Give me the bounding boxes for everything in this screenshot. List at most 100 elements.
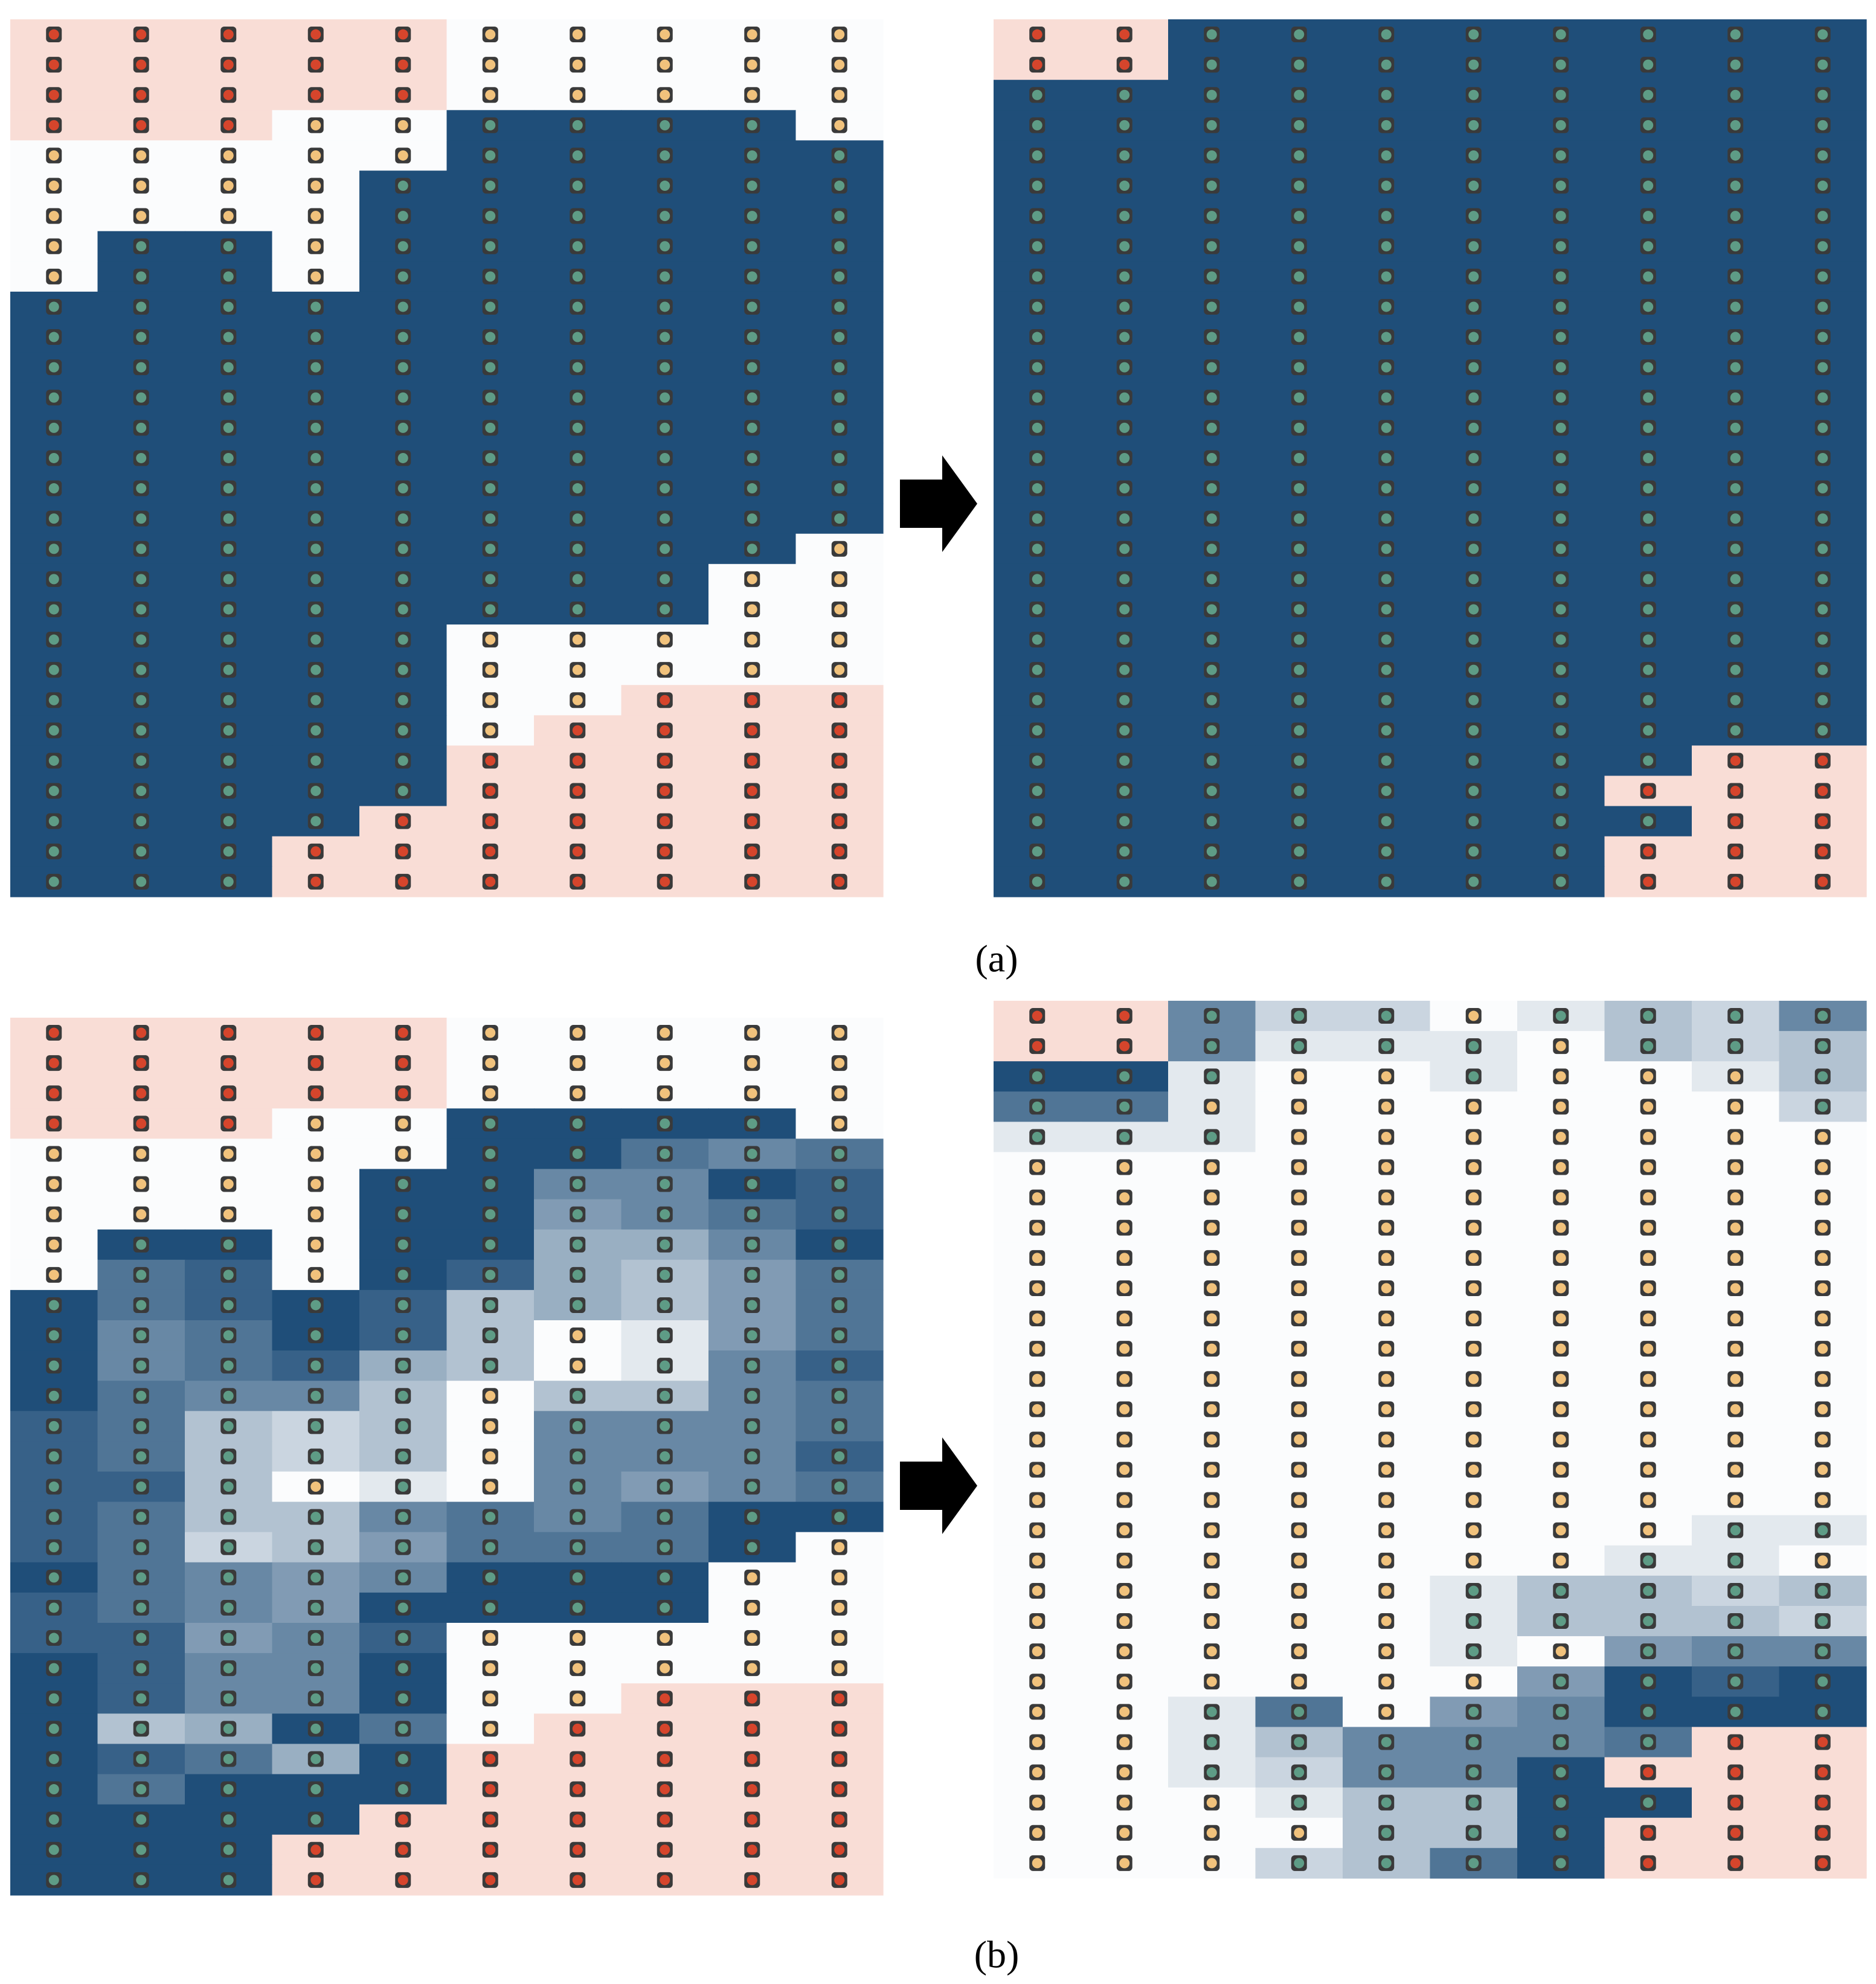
node [485, 150, 496, 161]
node [310, 816, 321, 827]
node [1817, 816, 1828, 827]
node [136, 1723, 147, 1734]
grid [10, 19, 884, 897]
node [1730, 483, 1741, 494]
node [747, 362, 757, 373]
node [310, 483, 321, 494]
node [1119, 332, 1130, 342]
node [1643, 1434, 1654, 1445]
node [1294, 725, 1305, 736]
node [1555, 1434, 1566, 1445]
node [1381, 271, 1392, 282]
node [1468, 422, 1479, 433]
node [660, 1632, 670, 1643]
node [1555, 1192, 1566, 1203]
node [1206, 1283, 1217, 1294]
node [572, 786, 583, 797]
node [310, 786, 321, 797]
node [1555, 29, 1566, 40]
node [1206, 29, 1217, 40]
node [660, 876, 670, 887]
node [310, 211, 321, 222]
node [660, 634, 670, 645]
node [1555, 1343, 1566, 1354]
node [1468, 211, 1479, 222]
node [747, 1360, 757, 1371]
node [48, 1270, 59, 1280]
node [485, 271, 496, 282]
node [747, 725, 757, 736]
node [397, 634, 408, 645]
node [397, 604, 408, 615]
node [1206, 150, 1217, 161]
node [1381, 1585, 1392, 1596]
node [1730, 332, 1741, 342]
node [1032, 786, 1042, 797]
node [1206, 1646, 1217, 1657]
node [834, 362, 845, 373]
node [48, 1390, 59, 1401]
node [1468, 362, 1479, 373]
node [397, 1360, 408, 1371]
node [1206, 392, 1217, 403]
node [136, 1512, 147, 1523]
node [485, 332, 496, 342]
node [1730, 1616, 1741, 1626]
node [1555, 452, 1566, 463]
node [1555, 1404, 1566, 1414]
node [223, 89, 234, 100]
node [397, 695, 408, 705]
node [1206, 574, 1217, 585]
node [1730, 1555, 1741, 1566]
node [1206, 1101, 1217, 1112]
node [1468, 1828, 1479, 1838]
node [1119, 1222, 1130, 1233]
node [747, 241, 757, 252]
node [747, 786, 757, 797]
node [1381, 422, 1392, 433]
node [1294, 120, 1305, 130]
node [1294, 1131, 1305, 1142]
node [1817, 332, 1828, 342]
node [660, 150, 670, 161]
node [834, 816, 845, 827]
node [48, 1421, 59, 1431]
node [1381, 181, 1392, 191]
node [1730, 1162, 1741, 1173]
node [1730, 846, 1741, 857]
node [223, 1512, 234, 1523]
node [1206, 181, 1217, 191]
node [1206, 846, 1217, 857]
node [1119, 483, 1130, 494]
node [485, 483, 496, 494]
node [1119, 1373, 1130, 1384]
node [1381, 241, 1392, 252]
node [1294, 301, 1305, 312]
node [310, 271, 321, 282]
node [136, 786, 147, 797]
node [1730, 89, 1741, 100]
node [223, 59, 234, 70]
node [572, 301, 583, 312]
node [1817, 1706, 1828, 1717]
node [136, 181, 147, 191]
node [310, 846, 321, 857]
node [572, 1088, 583, 1099]
node [1119, 1828, 1130, 1838]
node [747, 1390, 757, 1401]
node [1206, 1676, 1217, 1687]
node [136, 29, 147, 40]
node [1206, 1222, 1217, 1233]
node [660, 1451, 670, 1462]
node [660, 816, 670, 827]
node [1206, 1404, 1217, 1414]
node [1468, 1465, 1479, 1475]
node [1468, 59, 1479, 70]
node [485, 211, 496, 222]
node [660, 1179, 670, 1190]
node [834, 1723, 845, 1734]
node [1294, 544, 1305, 554]
node [397, 1239, 408, 1250]
node [1468, 1495, 1479, 1506]
node [1555, 59, 1566, 70]
